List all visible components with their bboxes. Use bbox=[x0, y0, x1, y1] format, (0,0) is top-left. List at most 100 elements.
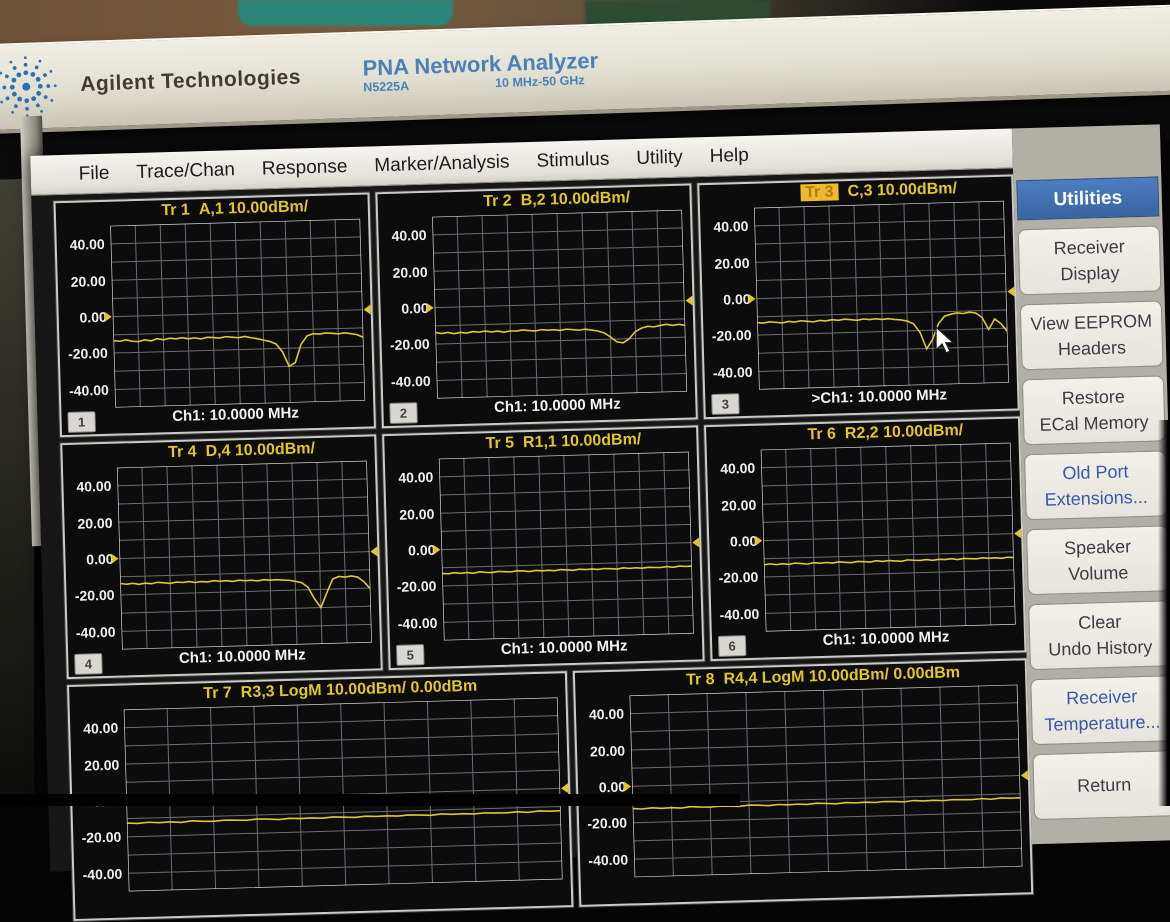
reference-level-marker-left bbox=[111, 553, 119, 564]
y-axis-label: 40.00 bbox=[69, 236, 105, 254]
trace-measurement: B,2 10.00dBm/ bbox=[520, 189, 631, 210]
y-axis-label: -20.00 bbox=[587, 814, 628, 833]
trace-label: Tr 7 bbox=[203, 684, 233, 703]
y-axis-label: 0.00 bbox=[407, 541, 436, 559]
menu-marker-analysis[interactable]: Marker/Analysis bbox=[374, 151, 510, 176]
softkey-clear-undo-history[interactable]: Clear Undo History bbox=[1028, 600, 1170, 671]
trace-panel-5[interactable]: Tr 5 R1,1 10.00dBm/40.00 20.00 0.00 -20.00 -4… bbox=[382, 425, 705, 671]
trace-title-6: Tr 6 R2,2 10.00dBm/ bbox=[760, 421, 1010, 446]
reference-level-marker-right bbox=[1007, 286, 1015, 297]
reference-level-marker-right bbox=[560, 783, 569, 794]
y-axis-label: -20.00 bbox=[81, 829, 122, 847]
sidebar-header-utilities: Utilities bbox=[1016, 176, 1160, 221]
y-axis-label: 0.00 bbox=[401, 299, 429, 317]
y-axis-label: 40.00 bbox=[719, 459, 756, 477]
softkey-receiver-temperature[interactable]: Receiver Temperature... bbox=[1030, 675, 1170, 746]
y-axis-label: 20.00 bbox=[714, 254, 750, 272]
y-axis-label: 40.00 bbox=[76, 477, 112, 495]
channel-row: 5 Ch1: 10.0000 MHz bbox=[390, 635, 703, 667]
softkey-restore-ecal-memory[interactable]: Restore ECal Memory bbox=[1021, 375, 1166, 446]
y-axis-label: -20.00 bbox=[718, 569, 759, 587]
trace-number-button[interactable]: 1 bbox=[67, 411, 96, 433]
y-axis-label: 20.00 bbox=[77, 514, 113, 532]
reference-level-marker-right bbox=[370, 546, 378, 557]
menu-response[interactable]: Response bbox=[261, 155, 348, 179]
reference-level-marker-right bbox=[685, 295, 693, 306]
analyzer-screen: File Trace/Chan Response Marker/Analysis Sti… bbox=[30, 124, 1170, 922]
softkey-receiver-display[interactable]: Receiver Display bbox=[1017, 225, 1162, 296]
reference-level-marker-left bbox=[623, 781, 632, 792]
plot-area bbox=[117, 461, 372, 650]
trace-panels-area: Tr 1 A,1 10.00dBm/40.00 20.00 0.00 -20.00 -40… bbox=[31, 168, 1034, 922]
softkey-sidebar: Utilities Receiver Display View EEPROM Head… bbox=[1011, 124, 1170, 845]
trace-measurement: R4,4 LogM 10.00dBm/ 0.00dBm bbox=[723, 664, 961, 688]
trace-label: Tr 5 bbox=[485, 434, 515, 453]
trace-panel-6[interactable]: Tr 6 R2,2 10.00dBm/40.00 20.00 0.00 -20.00 -4… bbox=[704, 416, 1027, 662]
trace-panel-3[interactable]: Tr 3 C,3 10.00dBm/40.00 20.00 0.00 -20.00 -40… bbox=[697, 174, 1020, 420]
trace-number-button[interactable]: 2 bbox=[389, 402, 418, 424]
instrument-bezel: Agilent Technologies PNA Network Analyze… bbox=[0, 3, 1170, 135]
y-axis-label: 40.00 bbox=[391, 227, 427, 245]
trace-line bbox=[120, 575, 371, 613]
trace-measurement: A,1 10.00dBm/ bbox=[198, 198, 309, 219]
photo-bottom-shadow bbox=[0, 794, 740, 806]
trace-measurement: R1,1 10.00dBm/ bbox=[522, 430, 642, 452]
plot-area bbox=[754, 201, 1009, 390]
softkey-return[interactable]: Return bbox=[1032, 750, 1170, 821]
trace-panel-4[interactable]: Tr 4 D,4 10.00dBm/40.00 20.00 0.00 -20.00 -40… bbox=[60, 434, 383, 680]
trace-number-button[interactable]: 4 bbox=[74, 653, 103, 675]
channel-row: 1 Ch1: 10.0000 MHz bbox=[61, 402, 374, 434]
trace-panel-1[interactable]: Tr 1 A,1 10.00dBm/40.00 20.00 0.00 -20.00 -40… bbox=[53, 192, 376, 438]
trace-label: Tr 6 bbox=[807, 425, 837, 444]
reference-level-marker-left bbox=[748, 293, 756, 304]
reference-level-marker-right bbox=[692, 537, 700, 548]
active-trace-label: Tr 3 bbox=[799, 183, 839, 202]
softkey-speaker-volume[interactable]: Speaker Volume bbox=[1026, 525, 1170, 596]
y-axis-label: 20.00 bbox=[83, 756, 120, 774]
y-axis-label: 0.00 bbox=[79, 308, 107, 326]
y-axis-label: -40.00 bbox=[588, 851, 629, 869]
trace-panel-8[interactable]: Tr 8 R4,4 LogM 10.00dBm/ 0.00dBm 40.00 20.0… bbox=[572, 658, 1034, 907]
trace-measurement: C,3 10.00dBm/ bbox=[847, 180, 958, 201]
y-axis-label: -20.00 bbox=[711, 327, 752, 345]
softkey-view-eeprom-headers[interactable]: View EEPROM Headers bbox=[1019, 300, 1164, 371]
channel-row: 4 Ch1: 10.0000 MHz bbox=[68, 644, 381, 676]
trace-line bbox=[435, 324, 685, 348]
menu-help[interactable]: Help bbox=[709, 144, 750, 167]
trace-line bbox=[757, 311, 1008, 353]
softkey-old-port-extensions[interactable]: Old Port Extensions... bbox=[1023, 450, 1168, 521]
y-axis-label: 20.00 bbox=[589, 742, 626, 760]
trace-number-button[interactable]: 5 bbox=[396, 644, 425, 666]
menu-trace-chan[interactable]: Trace/Chan bbox=[136, 158, 236, 183]
trace-panel-2[interactable]: Tr 2 B,2 10.00dBm/40.00 20.00 0.00 -20.00 -40… bbox=[375, 183, 698, 429]
y-axis-label: -20.00 bbox=[389, 336, 430, 354]
reference-level-marker-left bbox=[755, 535, 763, 546]
menu-stimulus[interactable]: Stimulus bbox=[536, 148, 610, 172]
trace-label: Tr 4 bbox=[167, 443, 197, 462]
plot-area bbox=[630, 685, 1023, 878]
y-axis-label: -20.00 bbox=[396, 578, 437, 596]
menu-file[interactable]: File bbox=[78, 162, 110, 185]
trace-title-5: Tr 5 R1,1 10.00dBm/ bbox=[438, 430, 688, 455]
menu-utility[interactable]: Utility bbox=[635, 146, 684, 169]
y-axis-label: 40.00 bbox=[82, 719, 119, 737]
trace-measurement: D,4 10.00dBm/ bbox=[205, 440, 316, 461]
photo-teal-object bbox=[238, 0, 453, 26]
trace-line bbox=[113, 332, 364, 371]
trace-number-button[interactable]: 6 bbox=[717, 635, 747, 657]
reference-level-marker-right bbox=[1014, 528, 1022, 539]
trace-measurement: R3,3 LogM 10.00dBm/ 0.00dBm bbox=[240, 677, 478, 702]
trace-label: Tr 1 bbox=[161, 201, 191, 220]
trace-title-1: Tr 1 A,1 10.00dBm/ bbox=[110, 197, 360, 222]
trace-title-3: Tr 3 C,3 10.00dBm/ bbox=[753, 179, 1003, 204]
y-axis-label: -40.00 bbox=[719, 605, 760, 623]
trace-title-2: Tr 2 B,2 10.00dBm/ bbox=[431, 188, 681, 213]
y-axis-label: 20.00 bbox=[70, 272, 106, 290]
y-axis-label: 40.00 bbox=[398, 468, 434, 486]
y-axis-label: -40.00 bbox=[712, 363, 753, 381]
y-axis-label: 0.00 bbox=[86, 550, 114, 568]
mouse-cursor bbox=[935, 326, 956, 354]
trace-number-button[interactable]: 3 bbox=[711, 393, 740, 415]
trace-measurement: R2,2 10.00dBm/ bbox=[844, 421, 964, 443]
plot-area bbox=[432, 210, 687, 399]
